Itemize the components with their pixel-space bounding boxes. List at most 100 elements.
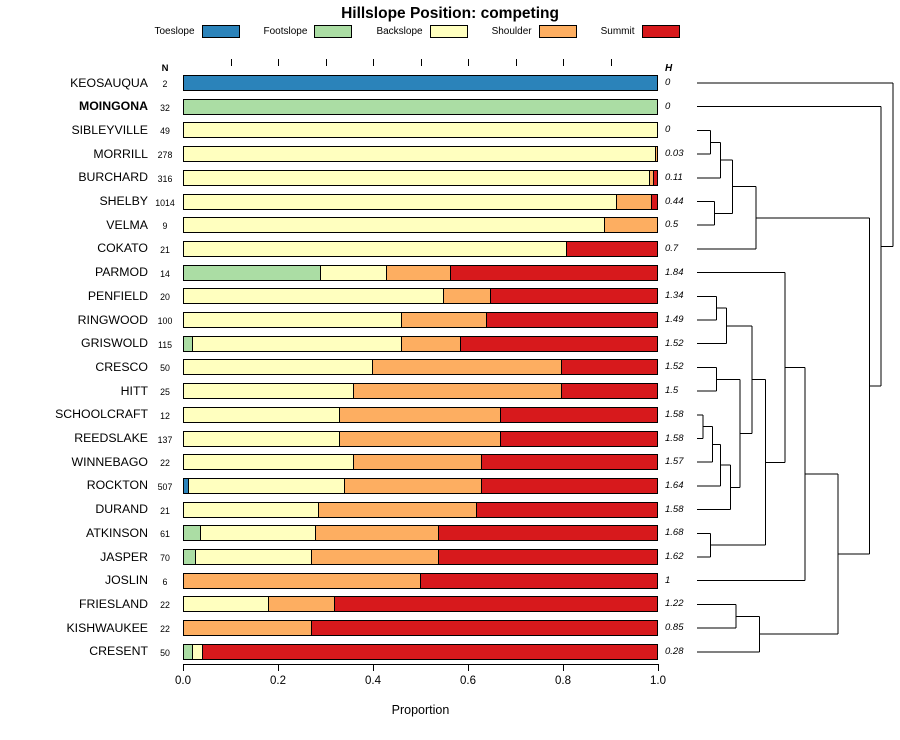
bar-segment-summit — [491, 289, 657, 304]
bar-segment-backslope — [193, 336, 402, 351]
bar-segment-backslope — [184, 170, 650, 185]
row-n-value: 1014 — [155, 197, 175, 208]
x-tick — [373, 664, 374, 671]
bar-segment-shoulder — [184, 573, 421, 588]
legend-label: Backslope — [376, 26, 423, 37]
row-bar-sibleyville — [183, 122, 658, 139]
row-bar-atkinson — [183, 525, 658, 542]
row-label-burchard: BURCHARD — [78, 170, 148, 185]
legend-label: Shoulder — [491, 26, 532, 37]
bar-segment-backslope — [184, 313, 402, 327]
bar-segment-footslope — [184, 336, 194, 351]
row-bar-rockton — [183, 477, 658, 494]
row-h-value: 1.84 — [665, 266, 684, 278]
bar-segment-backslope — [184, 218, 605, 233]
row-n-value: 115 — [157, 339, 173, 350]
top-tick — [563, 59, 564, 66]
row-n-value: 49 — [160, 126, 170, 137]
bar-segment-backslope — [184, 502, 319, 517]
bar-segment-summit — [311, 621, 657, 636]
row-label-rockton: ROCKTON — [86, 478, 148, 493]
row-h-value: 1.58 — [665, 503, 684, 515]
x-tick — [278, 664, 279, 671]
bar-segment-shoulder — [354, 455, 482, 470]
row-n-value: 21 — [160, 505, 170, 516]
n-column-header: N — [161, 63, 169, 74]
row-h-value: 0.11 — [665, 171, 683, 183]
row-label-shelby: SHELBY — [99, 194, 148, 208]
bar-segment-backslope — [188, 478, 345, 493]
row-h-value: 0.7 — [665, 242, 679, 254]
row-bar-friesland — [183, 596, 658, 613]
bar-segment-shoulder — [318, 502, 478, 517]
row-n-value: 25 — [160, 387, 170, 398]
row-label-friesland: FRIESLAND — [78, 596, 148, 611]
row-label-penfield: PENFIELD — [87, 288, 148, 303]
bar-segment-shoulder — [401, 336, 461, 351]
top-tick — [515, 59, 517, 66]
row-h-value: 1.57 — [665, 456, 684, 468]
legend: Toeslope Footslope Backslope Shoulder Summit — [0, 25, 834, 38]
row-bar-moingona — [183, 98, 658, 115]
row-label-hitt: HITT — [120, 383, 148, 398]
bar-segment-footslope — [184, 99, 657, 114]
bar-segment-backslope — [321, 265, 388, 280]
row-label-cresent: CRESENT — [89, 644, 148, 659]
top-tick — [468, 59, 469, 66]
bar-segment-summit — [451, 265, 657, 280]
row-h-value: 0 — [665, 100, 671, 112]
bar-segment-summit — [439, 550, 657, 564]
h-column-header: H — [665, 63, 673, 74]
legend-item-shoulder: Shoulder — [492, 25, 577, 38]
row-h-value: 1.64 — [665, 479, 684, 491]
bar-segment-backslope — [184, 147, 656, 162]
row-label-griswold: GRISWOLD — [81, 336, 148, 351]
row-bar-ringwood — [183, 312, 658, 328]
bar-segment-backslope — [184, 289, 445, 304]
row-label-jasper: JASPER — [100, 549, 148, 564]
bar-segment-shoulder — [616, 194, 653, 209]
bar-segment-backslope — [184, 407, 341, 422]
row-h-value: 1.5 — [665, 385, 679, 397]
top-tick — [610, 59, 612, 66]
bar-segment-backslope — [184, 455, 355, 470]
bar-segment-footslope — [184, 644, 194, 659]
legend-swatch-summit — [641, 25, 680, 38]
legend-swatch-backslope — [429, 25, 468, 38]
row-h-value: 0.03 — [665, 148, 684, 160]
bar-segment-summit — [562, 384, 657, 399]
row-label-cresco: CRESCO — [95, 359, 148, 374]
bar-segment-summit — [562, 360, 657, 375]
row-label-parmod: PARMOD — [94, 265, 148, 280]
top-tick — [420, 59, 422, 66]
row-n-value: 100 — [157, 316, 173, 326]
x-axis-line — [183, 664, 659, 665]
row-label-ringwood: RINGWOOD — [77, 312, 148, 327]
row-label-moingona: MOINGONA — [79, 99, 148, 114]
row-n-value: 9 — [162, 221, 168, 232]
row-h-value: 1.49 — [665, 314, 684, 325]
row-n-value: 50 — [160, 363, 170, 374]
row-n-value: 21 — [160, 244, 170, 255]
row-n-value: 14 — [160, 268, 170, 279]
x-tick — [563, 664, 564, 671]
row-label-keosauqua: KEOSAUQUA — [70, 75, 148, 90]
bar-segment-shoulder — [444, 289, 492, 304]
x-tick — [658, 664, 659, 671]
bar-segment-shoulder — [311, 550, 440, 564]
row-bar-morrill — [183, 146, 658, 163]
bar-segment-shoulder — [344, 478, 482, 493]
row-n-value: 61 — [160, 529, 170, 540]
row-n-value: 32 — [160, 102, 170, 113]
row-bar-cresent — [183, 643, 658, 660]
x-tick-label: 0.0 — [175, 675, 191, 687]
row-n-value: 22 — [160, 458, 170, 469]
row-h-value: 0.44 — [665, 195, 684, 207]
bar-segment-backslope — [184, 360, 374, 375]
legend-swatch-footslope — [314, 25, 353, 38]
legend-label: Summit — [600, 26, 635, 37]
x-tick — [183, 664, 184, 671]
row-h-value: 0 — [665, 124, 671, 136]
row-label-kishwaukee: KISHWAUKEE — [66, 620, 148, 635]
row-h-value: 0.5 — [665, 219, 679, 231]
